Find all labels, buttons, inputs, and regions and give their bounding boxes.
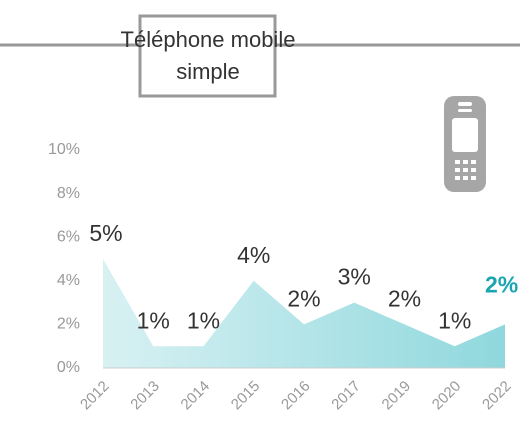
x-tick-label: 2015: [228, 378, 264, 414]
chart-title: Téléphone mobile: [121, 27, 296, 52]
x-tick-label: 2013: [127, 378, 163, 414]
x-tick-label: 2017: [328, 378, 364, 414]
y-tick-label: 8%: [57, 185, 80, 202]
x-tick-label: 2022: [479, 378, 515, 414]
y-tick-label: 2%: [57, 316, 80, 333]
y-tick-label: 4%: [57, 272, 80, 289]
y-tick-label: 10%: [48, 141, 80, 158]
value-label: 2%: [388, 285, 421, 311]
value-label: 4%: [237, 242, 270, 268]
value-label: 2%: [287, 285, 320, 311]
value-label: 1%: [137, 307, 170, 333]
area: [103, 259, 505, 368]
value-label: 1%: [187, 307, 220, 333]
y-tick-label: 0%: [57, 359, 80, 376]
value-label: 5%: [89, 220, 122, 246]
chart-title: simple: [176, 59, 240, 84]
x-tick-label: 2012: [77, 378, 113, 414]
phone-icon: [444, 96, 486, 192]
value-label: 1%: [438, 307, 471, 333]
title-box: [138, 14, 277, 98]
x-tick-label: 2019: [379, 378, 415, 414]
value-label: 2%: [485, 271, 518, 297]
x-tick-label: 2020: [429, 378, 465, 414]
y-tick-label: 6%: [57, 228, 80, 245]
x-tick-label: 2016: [278, 378, 314, 414]
x-tick-label: 2014: [178, 378, 214, 414]
value-label: 3%: [338, 264, 371, 290]
